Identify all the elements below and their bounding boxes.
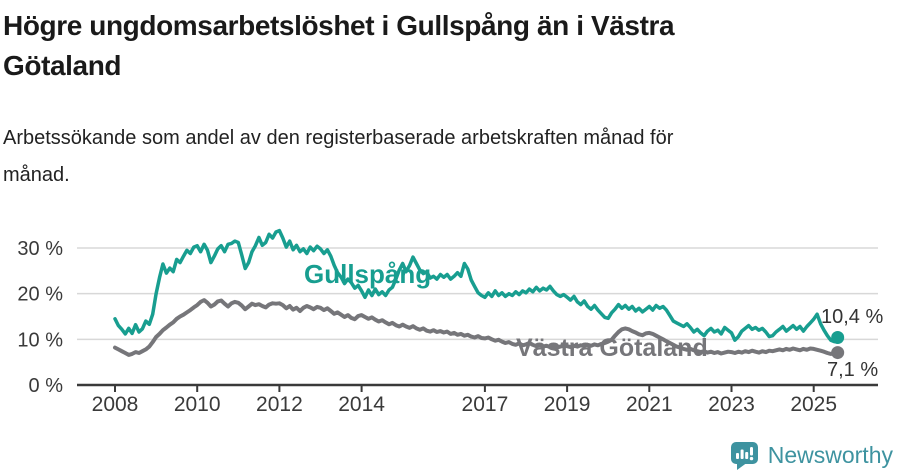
end-value-label-0: 10,4 %: [821, 306, 883, 328]
y-tick-label: 30 %: [17, 238, 63, 260]
chart-subtitle: Arbetssökande som andel av den registerb…: [3, 120, 863, 194]
line-v-stra-g-taland: [113, 298, 840, 357]
unemployment-line-chart: 0 % 10 % 20 % 30 % 2008 2010 2012 2014 2017 2019 2…: [17, 228, 883, 416]
series-label-1: Västra Götaland: [516, 334, 708, 362]
x-tick-label: 2010: [174, 393, 221, 416]
y-tick-label: 10 %: [17, 329, 63, 351]
chart-labels: 0 % 10 % 20 % 30 % 2008 2010 2012 2014 2017 2019 2…: [17, 238, 883, 416]
x-tick-label: 2019: [544, 393, 591, 416]
end-dot-1: [831, 346, 845, 360]
newsworthy-logo-icon: [730, 442, 758, 470]
x-tick-label: 2025: [790, 393, 837, 416]
newsworthy-logo[interactable]: Newsworthy: [730, 440, 893, 470]
series-label-0: Gullspång: [304, 259, 431, 289]
y-tick-label: 20 %: [17, 284, 63, 306]
y-tick-label: 0 %: [29, 375, 64, 397]
chart-series: [113, 228, 840, 357]
x-tick-label: 2014: [338, 393, 385, 416]
x-axis: [77, 383, 878, 392]
title-line-2: Götaland: [3, 50, 122, 81]
x-tick-label: 2008: [92, 393, 139, 416]
newsworthy-wordmark: Newsworthy: [767, 442, 893, 468]
x-tick-label: 2012: [256, 393, 303, 416]
end-dot-0: [831, 331, 845, 345]
line-gullsp-ng: [113, 228, 840, 344]
title-line-1: Högre ungdomsarbetslöshet i Gullspång än…: [3, 10, 675, 41]
x-tick-label: 2017: [462, 393, 509, 416]
page-title: Högre ungdomsarbetslöshet i Gullspång än…: [3, 6, 883, 86]
subtitle-line-1: Arbetssökande som andel av den registerb…: [3, 127, 674, 149]
subtitle-line-2: månad.: [3, 164, 70, 186]
x-tick-label: 2023: [708, 393, 755, 416]
x-tick-label: 2021: [626, 393, 673, 416]
end-value-label-1: 7,1 %: [827, 359, 878, 381]
